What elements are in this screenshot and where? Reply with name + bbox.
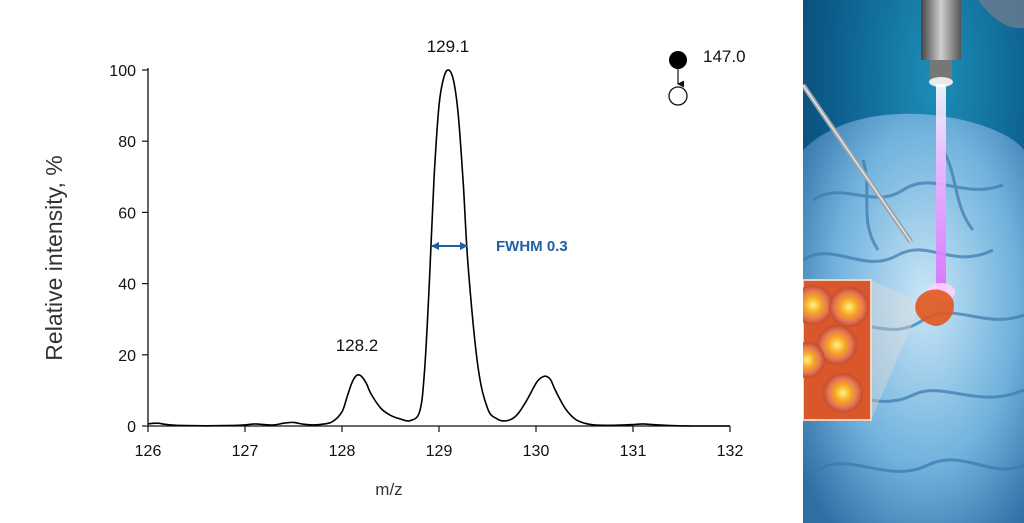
y-tick-label: 80: [118, 134, 136, 151]
precursor-fragment-symbol: 147.0: [668, 47, 746, 106]
peak-label-128-2: 128.2: [336, 336, 379, 355]
x-tick-label: 127: [232, 443, 259, 460]
x-tick-label: 130: [523, 443, 550, 460]
mass-spectrum-chart: 126 127 128 129 130 131 132 0 20 40 60 80 100 m/z R…: [41, 37, 746, 499]
spectrum-line: [147, 69, 730, 427]
x-tick-label: 129: [426, 443, 453, 460]
instrument-top: [921, 0, 961, 60]
peak-annotations: 129.1 128.2 FWHM 0.3: [336, 37, 568, 355]
x-tick-label: 132: [717, 443, 744, 460]
precursor-mass-label: 147.0: [703, 47, 746, 66]
y-axis-ticks: 0 20 40 60 80 100: [109, 63, 148, 436]
x-tick-label: 126: [135, 443, 162, 460]
x-axis-ticks: 126 127 128 129 130 131 132: [135, 426, 744, 460]
x-axis-title: m/z: [375, 480, 402, 499]
fwhm-label: FWHM 0.3: [496, 238, 568, 255]
y-tick-label: 100: [109, 63, 136, 80]
tumor-cells: [803, 285, 869, 413]
precursor-ion-icon: [669, 51, 687, 69]
brain-laser-illustration: [803, 0, 1024, 523]
y-axis-title: Relative intensity, %: [41, 155, 67, 360]
peak-label-129-1: 129.1: [427, 37, 470, 56]
y-tick-label: 20: [118, 348, 136, 365]
x-tick-label: 131: [620, 443, 647, 460]
fragment-ion-icon: [668, 86, 688, 106]
laser-beam: [936, 84, 946, 294]
y-tick-label: 60: [118, 205, 136, 222]
y-tick-label: 0: [127, 419, 136, 436]
y-tick-label: 40: [118, 277, 136, 294]
x-tick-label: 128: [329, 443, 356, 460]
